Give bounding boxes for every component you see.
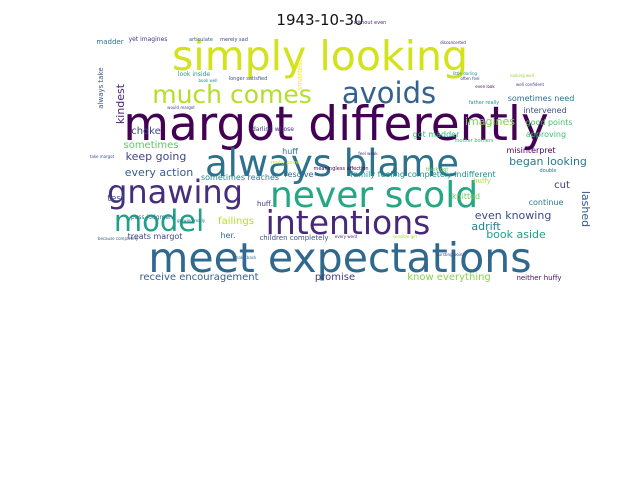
cloud-word-sometimes-reaches: sometimes reaches (201, 173, 279, 182)
cloud-word-her: her. (220, 231, 235, 240)
cloud-word-know-everything: know everything (407, 272, 491, 283)
cloud-word-good-points: good points (525, 118, 572, 127)
cloud-word-bursting-point: bursting point (436, 252, 464, 257)
cloud-word-never-scold: never scold (270, 175, 478, 216)
cloud-word-growing-really: growing really (177, 218, 206, 223)
cloud-word-even-look: even look (475, 84, 495, 89)
cloud-word-got-madder: got madder (413, 130, 460, 139)
cloud-word-meaningless-affection: meaningless affection (313, 166, 368, 172)
cloud-word-much-comes: much comes (152, 80, 312, 109)
cloud-word-think-got: think got (426, 167, 448, 173)
cloud-word-gnawing: gnawing (107, 173, 243, 211)
cloud-word-margot-differently: margot differently (123, 97, 549, 152)
cloud-word-even-knowing: even knowing (475, 209, 552, 222)
cloud-word-began-looking: began looking (509, 155, 587, 168)
cloud-word-children-completely: children completely (259, 234, 328, 242)
cloud-word-adrift: adrift (471, 220, 501, 233)
cloud-word-avoids: avoids (342, 76, 436, 110)
cloud-word-continue: continue (529, 198, 564, 207)
cloud-word-intentions: intentions (266, 203, 431, 242)
cloud-word-receive-encouragement: receive encouragement (139, 272, 258, 283)
cloud-word-longer-satisfied: longer satisfied (229, 76, 268, 82)
cloud-word-merely-sad: merely sad (220, 37, 248, 43)
cloud-word-huff: huff (282, 147, 298, 156)
cloud-word-smartest: smartest (296, 59, 304, 90)
cloud-word-failings: failings (218, 216, 254, 227)
cloud-word-resolve: resolve (285, 170, 314, 179)
cloud-word-intervened: intervened (523, 106, 566, 115)
cloud-word-without-even: without even (354, 20, 387, 26)
cloud-word-mother-bothers: mother bothers (455, 138, 494, 144)
cloud-word-meet-expectations: meet expectations (148, 234, 531, 282)
cloud-word-father-really: father really (469, 100, 500, 106)
cloud-word-sensible-girl: sensible girl (393, 234, 417, 239)
cloud-word-kindest: kindest (114, 83, 127, 124)
cloud-word-disconcerted: disconcerted (440, 40, 466, 45)
cloud-word-often-feel: often feel (460, 76, 479, 81)
cloud-word-articulate: articulate (189, 37, 213, 43)
cloud-word-choke: choke (131, 126, 161, 137)
cloud-word-huffy: huffy (473, 177, 491, 185)
cloud-word-book-aside: book aside (486, 228, 546, 241)
cloud-word-pass-judgment: pass judgment (131, 214, 176, 221)
cloud-word-darling-whose: darling whose (252, 126, 294, 133)
cloud-word-family-feeling-completely-indifferent: family feeling completely indifferent (350, 170, 495, 179)
cloud-word-simply-looking: simply looking (172, 32, 468, 80)
cloud-word-sometimes-need: sometimes need (508, 94, 575, 103)
cloud-word-model: model (114, 204, 204, 238)
cloud-word-always-take: always take (97, 67, 105, 108)
cloud-word-madder: madder (96, 38, 123, 46)
cloud-word-test: test (107, 194, 125, 204)
cloud-word-really-point: really point (271, 160, 299, 166)
cloud-word-little-darling: little darling (453, 71, 478, 76)
cloud-word-book-well: book well (199, 78, 218, 83)
cloud-word-well-confident: well confident (516, 82, 544, 87)
cloud-word-lashed: lashed (579, 191, 592, 227)
cloud-word-every-action: every action (125, 166, 193, 179)
cloud-word-looking-well: looking well (510, 73, 534, 78)
cloud-word-every-word: every word (335, 234, 358, 239)
cloud-word-sometimes: sometimes (123, 140, 178, 151)
cloud-word-yet-imagines: yet imagines (129, 36, 168, 43)
cloud-word-choke-back: choke back (234, 255, 257, 260)
cloud-word-knitted: knitted (452, 192, 480, 201)
cloud-word-look-inside: look inside (178, 71, 210, 78)
cloud-word-because-completely: because completely (98, 236, 139, 241)
cloud-word-cut: cut (554, 180, 570, 191)
cloud-word-keep-going: keep going (126, 150, 187, 163)
cloud-word-huff: huff. (257, 200, 273, 208)
cloud-word-approving: approving (526, 130, 566, 139)
cloud-word-promise: promise (315, 272, 355, 283)
cloud-word-misinterpret: misinterpret (506, 146, 555, 155)
cloud-word-imagines: imagines (465, 115, 515, 128)
cloud-word-would-margot: would margot (167, 105, 195, 110)
figure-title: 1943-10-30 (276, 11, 364, 29)
cloud-word-feel-weak: feel weak (358, 151, 378, 156)
cloud-word-neither-huffy: neither huffy (516, 274, 561, 282)
cloud-word-treats-margot: treats margot (128, 232, 183, 241)
cloud-word-always-blame: always blame (205, 142, 459, 185)
cloud-word-take-margot: take margot (90, 154, 115, 159)
cloud-word-double: double (539, 168, 556, 174)
